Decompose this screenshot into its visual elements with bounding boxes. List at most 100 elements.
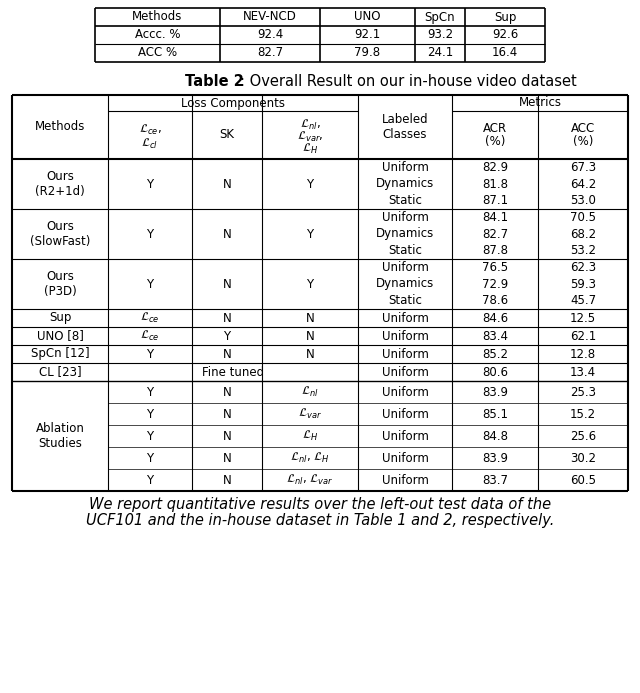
Text: 25.6: 25.6 (570, 430, 596, 443)
Text: 45.7: 45.7 (570, 294, 596, 307)
Text: 16.4: 16.4 (492, 46, 518, 60)
Text: Methods: Methods (132, 10, 182, 24)
Text: Ours
(SlowFast): Ours (SlowFast) (30, 220, 90, 248)
Text: $\mathcal{L}_{H}$: $\mathcal{L}_{H}$ (302, 429, 318, 443)
Text: : Overall Result on our in-house video dataset: : Overall Result on our in-house video d… (240, 75, 577, 89)
Text: N: N (223, 277, 232, 290)
Text: Uniform: Uniform (381, 311, 428, 324)
Text: 87.1: 87.1 (482, 194, 508, 207)
Text: 84.1: 84.1 (482, 211, 508, 224)
Text: N: N (223, 177, 232, 191)
Text: Y: Y (147, 407, 154, 421)
Text: 70.5: 70.5 (570, 211, 596, 224)
Text: 62.1: 62.1 (570, 329, 596, 342)
Text: Loss Components: Loss Components (181, 96, 285, 109)
Text: Static: Static (388, 294, 422, 307)
Text: $\mathcal{L}_{nl}$, $\mathcal{L}_{H}$: $\mathcal{L}_{nl}$, $\mathcal{L}_{H}$ (290, 451, 330, 465)
Text: $\mathcal{L}_{ce}$: $\mathcal{L}_{ce}$ (140, 311, 160, 325)
Text: Sup: Sup (494, 10, 516, 24)
Text: 84.6: 84.6 (482, 311, 508, 324)
Text: $\mathcal{L}_{cl}$: $\mathcal{L}_{cl}$ (141, 137, 159, 151)
Text: N: N (306, 347, 314, 360)
Text: Methods: Methods (35, 121, 85, 134)
Text: SpCn [12]: SpCn [12] (31, 347, 90, 360)
Text: Y: Y (307, 277, 314, 290)
Text: $\mathcal{L}_{H}$: $\mathcal{L}_{H}$ (302, 142, 318, 156)
Text: N: N (306, 311, 314, 324)
Text: Uniform: Uniform (381, 161, 428, 174)
Text: Uniform: Uniform (381, 261, 428, 274)
Text: $\mathcal{L}_{nl}$, $\mathcal{L}_{var}$: $\mathcal{L}_{nl}$, $\mathcal{L}_{var}$ (286, 473, 334, 487)
Text: Y: Y (147, 430, 154, 443)
Text: 93.2: 93.2 (427, 28, 453, 42)
Text: SpCn: SpCn (425, 10, 455, 24)
Text: N: N (223, 311, 232, 324)
Text: N: N (223, 227, 232, 240)
Text: 85.2: 85.2 (482, 347, 508, 360)
Text: Dynamics: Dynamics (376, 177, 434, 191)
Text: 67.3: 67.3 (570, 161, 596, 174)
Text: 72.9: 72.9 (482, 277, 508, 290)
Text: Static: Static (388, 194, 422, 207)
Text: 15.2: 15.2 (570, 407, 596, 421)
Text: Ours
(P3D): Ours (P3D) (44, 270, 76, 298)
Text: 80.6: 80.6 (482, 365, 508, 378)
Text: Ours
(R2+1d): Ours (R2+1d) (35, 170, 85, 198)
Text: Uniform: Uniform (381, 365, 428, 378)
Text: 83.4: 83.4 (482, 329, 508, 342)
Text: N: N (223, 407, 232, 421)
Text: $\mathcal{L}_{nl}$,: $\mathcal{L}_{nl}$, (300, 118, 321, 132)
Text: 30.2: 30.2 (570, 452, 596, 464)
Text: Uniform: Uniform (381, 452, 428, 464)
Text: Y: Y (147, 452, 154, 464)
Text: Uniform: Uniform (381, 329, 428, 342)
Text: 82.7: 82.7 (482, 227, 508, 240)
Text: 92.6: 92.6 (492, 28, 518, 42)
Text: Uniform: Uniform (381, 430, 428, 443)
Text: SK: SK (220, 128, 234, 141)
Text: UNO [8]: UNO [8] (36, 329, 83, 342)
Text: $\mathcal{L}_{ce}$,: $\mathcal{L}_{ce}$, (139, 123, 161, 137)
Text: Labeled
Classes: Labeled Classes (381, 113, 428, 141)
Text: We report quantitative results over the left-out test data of the: We report quantitative results over the … (89, 498, 551, 513)
Text: Y: Y (147, 385, 154, 398)
Text: Y: Y (147, 277, 154, 290)
Text: 79.8: 79.8 (355, 46, 381, 60)
Text: Y: Y (147, 177, 154, 191)
Text: ACC %: ACC % (138, 46, 177, 60)
Text: 12.8: 12.8 (570, 347, 596, 360)
Text: Static: Static (388, 244, 422, 257)
Text: Sup: Sup (49, 311, 71, 324)
Text: Table 2: Table 2 (185, 75, 244, 89)
Text: 59.3: 59.3 (570, 277, 596, 290)
Text: 53.2: 53.2 (570, 244, 596, 257)
Text: NEV-NCD: NEV-NCD (243, 10, 297, 24)
Text: 60.5: 60.5 (570, 473, 596, 486)
Text: Y: Y (307, 177, 314, 191)
Text: Dynamics: Dynamics (376, 277, 434, 290)
Text: 92.4: 92.4 (257, 28, 283, 42)
Text: Uniform: Uniform (381, 211, 428, 224)
Text: 62.3: 62.3 (570, 261, 596, 274)
Text: Uniform: Uniform (381, 407, 428, 421)
Text: Y: Y (147, 473, 154, 486)
Text: 92.1: 92.1 (355, 28, 381, 42)
Text: 25.3: 25.3 (570, 385, 596, 398)
Text: 68.2: 68.2 (570, 227, 596, 240)
Text: N: N (223, 430, 232, 443)
Text: N: N (223, 347, 232, 360)
Text: Accc. %: Accc. % (135, 28, 180, 42)
Text: Fine tuned: Fine tuned (202, 365, 264, 378)
Text: $\mathcal{L}_{nl}$: $\mathcal{L}_{nl}$ (301, 385, 319, 399)
Text: ACR: ACR (483, 123, 507, 136)
Text: N: N (223, 452, 232, 464)
Text: $\mathcal{L}_{ce}$: $\mathcal{L}_{ce}$ (140, 329, 160, 343)
Text: 82.9: 82.9 (482, 161, 508, 174)
Text: 78.6: 78.6 (482, 294, 508, 307)
Text: 53.0: 53.0 (570, 194, 596, 207)
Text: $\mathcal{L}_{var}$: $\mathcal{L}_{var}$ (298, 407, 322, 421)
Text: ACC: ACC (571, 123, 595, 136)
Text: 24.1: 24.1 (427, 46, 453, 60)
Text: 81.8: 81.8 (482, 177, 508, 191)
Text: 87.8: 87.8 (482, 244, 508, 257)
